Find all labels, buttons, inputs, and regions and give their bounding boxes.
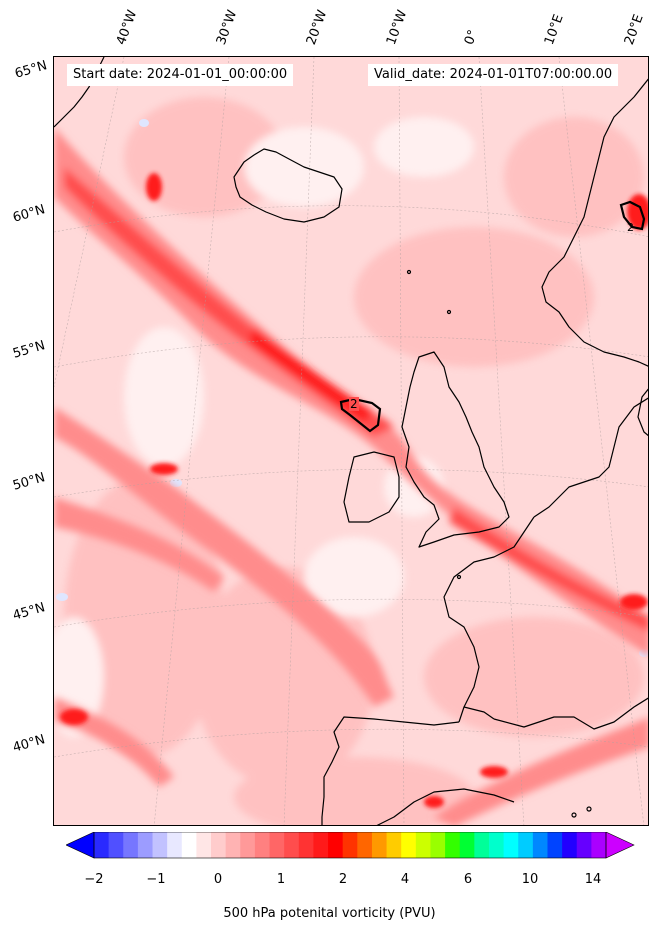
colorbar-cell: [240, 832, 256, 858]
colorbar-cell: [445, 832, 461, 858]
colorbar-cells: [94, 832, 607, 858]
colorbar-cell: [137, 832, 154, 858]
lat-label-65n: 65°N: [13, 58, 49, 82]
lat-label-55n: 55°N: [11, 338, 47, 362]
colorbar-cell: [547, 832, 563, 858]
colorbar-tick-3: 1: [276, 872, 286, 887]
lon-label-10w: 10°W: [383, 8, 411, 47]
graticule: [54, 57, 648, 825]
colorbar: [66, 832, 635, 859]
colorbar-cell: [254, 832, 271, 858]
colorbar-cell: [518, 832, 534, 858]
vorticity-field-map: [54, 57, 648, 825]
colorbar-cell: [211, 832, 227, 858]
jet-band: [54, 127, 648, 656]
colorbar-cell: [562, 832, 578, 858]
colorbar-cell: [298, 832, 314, 858]
colorbar-tick-4: 2: [338, 872, 348, 887]
colorbar-cell: [269, 832, 285, 858]
colorbar-tick-0: −2: [84, 872, 104, 887]
colorbar-cell: [328, 832, 344, 858]
colorbar-cell: [415, 832, 431, 858]
colorbar-tick-6: 6: [463, 872, 473, 887]
colorbar-cell: [225, 832, 241, 858]
colorbar-cell: [123, 832, 139, 858]
contour-2pvu-norway: [619, 200, 646, 231]
colorbar-cell: [108, 832, 124, 858]
lon-label-0: 0°: [461, 27, 482, 47]
colorbar-tick-1: −1: [146, 872, 166, 887]
lat-label-60n: 60°N: [11, 202, 47, 226]
colorbar-extend-low: [66, 832, 95, 859]
lat-label-50n: 50°N: [11, 470, 47, 494]
colorbar-cell: [386, 832, 402, 858]
colorbar-cell: [196, 832, 212, 858]
colorbar-tick-2: 0: [213, 872, 223, 887]
colorbar-tick-8: 14: [584, 872, 602, 887]
lon-label-20w: 20°W: [303, 8, 331, 47]
lon-label-40w: 40°W: [113, 8, 141, 47]
colorbar-cell: [94, 832, 110, 858]
lon-label-20e: 20°E: [621, 12, 647, 48]
colorbar-cell: [459, 832, 475, 858]
start-date-label: Start date: 2024-01-01_00:00:00: [67, 64, 294, 86]
lat-label-40n: 40°N: [11, 732, 47, 756]
colorbar-tick-7: 10: [521, 872, 539, 887]
colorbar-cell: [152, 832, 168, 858]
colorbar-cell: [401, 832, 417, 858]
contour-label-norway: 2: [627, 221, 634, 234]
colorbar-cell: [488, 832, 505, 858]
colorbar-extend-high: [605, 832, 635, 859]
colorbar-cell: [357, 832, 373, 858]
colorbar-cell: [284, 832, 300, 858]
colorbar-cell: [591, 832, 607, 858]
colorbar-cell: [371, 832, 388, 858]
colorbar-tick-5: 4: [400, 872, 410, 887]
contour-2pvu-atlantic: [339, 397, 382, 433]
lon-label-10e: 10°E: [541, 12, 567, 48]
lat-label-45n: 45°N: [11, 600, 47, 624]
colorbar-cell: [503, 832, 519, 858]
pv-contours: [339, 200, 646, 433]
colorbar-cell: [313, 832, 329, 858]
colorbar-cell: [181, 832, 197, 858]
colorbar-cell: [342, 832, 358, 858]
lon-label-30w: 30°W: [213, 8, 241, 47]
colorbar-border: [93, 832, 607, 859]
coastlines: [54, 57, 648, 825]
valid-date-label: Valid_date: 2024-01-01T07:00:00.00: [368, 64, 619, 86]
colorbar-cell: [167, 832, 183, 858]
colorbar-cell: [576, 832, 592, 858]
colorbar-cell: [430, 832, 446, 858]
colorbar-cell: [532, 832, 548, 858]
colorbar-label: 500 hPa potenital vorticity (PVU): [223, 906, 436, 921]
map-panel: 2 2: [53, 56, 649, 826]
colorbar-cell: [474, 832, 490, 858]
contour-label-atlantic: 2: [349, 397, 359, 411]
